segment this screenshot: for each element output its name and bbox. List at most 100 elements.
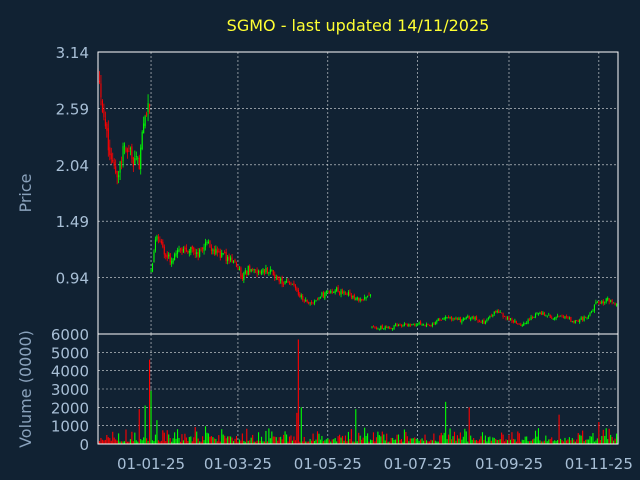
candle-body <box>265 267 267 273</box>
volume-bar <box>424 434 426 444</box>
volume-bar <box>456 435 458 444</box>
volume-bar <box>294 440 296 444</box>
candle-body <box>327 291 329 293</box>
volume-bar <box>287 441 289 444</box>
volume-bar <box>296 412 298 444</box>
candle-body <box>187 251 189 253</box>
volume-bar <box>258 432 260 444</box>
volume-bar <box>577 433 579 444</box>
candle-body <box>258 270 260 273</box>
price-panel: 3.14 2.59 2.04 1.49 0.94 Price <box>16 44 619 335</box>
volume-bar <box>576 439 578 444</box>
volume-bar <box>300 407 302 444</box>
volume-bar <box>583 441 585 444</box>
volume-bars <box>97 339 619 444</box>
candle-body <box>303 300 305 302</box>
candle-body <box>215 248 217 254</box>
candle-body <box>272 270 274 276</box>
candle-body <box>113 162 115 166</box>
candle-body <box>284 281 286 285</box>
candle-body <box>484 321 486 324</box>
candle-body <box>607 298 609 300</box>
volume-bar <box>372 432 375 444</box>
volume-bar <box>495 438 497 444</box>
volume-bar <box>549 439 551 444</box>
candle-body <box>464 318 466 320</box>
volume-bar <box>384 440 386 444</box>
x-tick-label: 01-11-25 <box>565 455 633 473</box>
candle-body <box>266 267 268 274</box>
candle-body <box>512 320 514 323</box>
candle-body <box>299 293 301 297</box>
candle-body <box>440 319 442 321</box>
candle-body <box>225 251 227 262</box>
candle-body <box>508 316 510 321</box>
candle-body <box>143 123 145 134</box>
candle-body <box>184 247 186 250</box>
candle-body <box>234 259 236 263</box>
volume-bar <box>303 436 305 444</box>
volume-bar <box>403 429 405 444</box>
price-frame <box>97 51 619 335</box>
candle-body <box>313 300 316 304</box>
volume-bar <box>374 441 376 444</box>
volume-bar <box>123 441 126 444</box>
volume-bar <box>268 428 270 444</box>
candle-body <box>374 327 376 328</box>
candle-body <box>504 316 506 318</box>
volume-bar <box>309 439 311 444</box>
volume-bar <box>390 437 392 444</box>
volume-bar <box>405 431 407 444</box>
volume-bar <box>427 441 429 444</box>
candle-body <box>408 324 410 327</box>
candle-body <box>150 270 152 272</box>
volume-bar <box>203 440 205 444</box>
candle-body <box>505 317 507 319</box>
candle-body <box>302 295 304 300</box>
candle-body <box>545 315 547 317</box>
candle-body <box>365 297 367 299</box>
candle-body <box>230 257 232 261</box>
volume-bar <box>109 438 111 444</box>
candle-body <box>290 283 292 285</box>
volume-bar <box>509 439 512 444</box>
candle-body <box>384 326 386 329</box>
volume-bar <box>523 440 525 444</box>
volume-bar <box>196 431 198 444</box>
candle-body <box>300 295 302 298</box>
volume-bar <box>543 440 545 444</box>
candle-body <box>411 324 413 326</box>
candle-body <box>250 269 252 272</box>
volume-bar <box>514 439 516 444</box>
candle-body <box>281 277 283 285</box>
volume-bar <box>141 440 143 444</box>
volume-bar <box>150 390 152 444</box>
volume-bar <box>165 441 167 444</box>
candle-body <box>468 315 470 319</box>
volume-bar <box>284 431 286 444</box>
volume-bar <box>324 440 326 444</box>
candle-body <box>431 323 433 327</box>
candle-body <box>325 291 327 294</box>
candle-body <box>156 235 158 240</box>
volume-bar <box>176 429 179 444</box>
candle-body <box>511 318 513 322</box>
candle-body <box>219 251 221 258</box>
candle-body <box>202 247 204 250</box>
candle-body <box>452 318 454 320</box>
volume-bar <box>381 431 383 444</box>
candle-body <box>293 282 295 286</box>
volume-bar <box>365 435 367 444</box>
volume-bar <box>580 435 582 444</box>
volume-bar <box>387 441 389 444</box>
volume-bar <box>414 437 416 444</box>
candle-body <box>159 239 161 241</box>
candle-body <box>377 328 379 330</box>
candle-body <box>420 321 422 325</box>
candle-body <box>608 298 610 302</box>
candle-body <box>182 248 184 253</box>
volume-bar <box>589 436 591 444</box>
volume-bar <box>400 438 403 444</box>
candle-body <box>400 325 403 327</box>
volume-bar <box>252 434 254 444</box>
